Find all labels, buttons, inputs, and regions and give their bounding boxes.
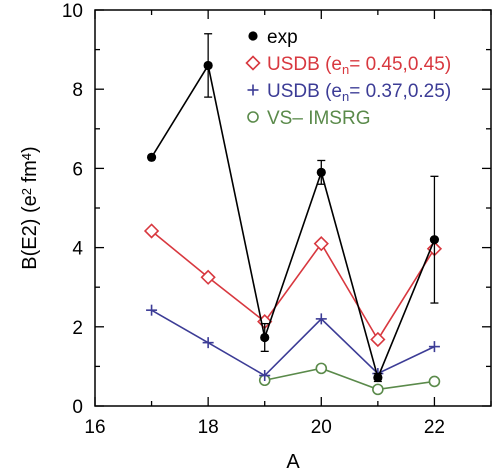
data-point xyxy=(315,362,328,375)
y-tick-label: 10 xyxy=(62,1,83,22)
data-point xyxy=(146,152,157,162)
series-line xyxy=(151,309,435,377)
data-point xyxy=(370,331,386,348)
data-point xyxy=(143,223,160,239)
legend-marker xyxy=(247,111,259,123)
data-point xyxy=(372,383,384,396)
x-tick-label: 20 xyxy=(311,417,332,438)
data-point xyxy=(428,341,440,353)
y-tick-label: 4 xyxy=(72,239,83,260)
legend-entry-1: USDB (en= 0.45,0.45) xyxy=(245,54,451,77)
legend-entry-3: VS– IMSRG xyxy=(247,108,370,129)
legend-marker xyxy=(247,84,259,96)
data-point xyxy=(316,167,326,177)
legend-marker xyxy=(245,55,261,71)
legend-label: exp xyxy=(267,27,298,48)
series-line xyxy=(151,230,436,342)
y-tick-label: 0 xyxy=(72,397,83,418)
x-tick-label: 18 xyxy=(198,417,219,438)
series-1 xyxy=(143,223,443,348)
series-0 xyxy=(146,33,440,383)
plot-area xyxy=(143,33,443,396)
data-point xyxy=(315,313,327,325)
series-line xyxy=(264,367,435,391)
series-3 xyxy=(258,362,441,396)
legend-entry-0: exp xyxy=(248,27,298,48)
data-point xyxy=(202,337,214,349)
series-2 xyxy=(146,304,440,382)
legend-entry-2: USDB (en= 0.37,0.25) xyxy=(247,81,451,104)
y-tick-label: 8 xyxy=(72,80,83,101)
x-axis-title: A xyxy=(286,451,300,473)
legend-label: USDB (en= 0.37,0.25) xyxy=(267,81,451,104)
data-point xyxy=(429,235,440,245)
series-line xyxy=(150,63,436,380)
legend-label: USDB (en= 0.45,0.45) xyxy=(267,54,451,77)
x-tick-label: 16 xyxy=(84,417,105,438)
y-tick-label: 6 xyxy=(72,159,83,180)
data-point xyxy=(260,332,270,343)
data-point xyxy=(373,372,383,383)
x-tick-label: 22 xyxy=(424,417,445,438)
data-point xyxy=(203,60,213,71)
y-tick-label: 2 xyxy=(72,318,83,339)
axes: 16 18 20 22 0 2 4 6 8 10 xyxy=(62,1,492,438)
legend-label: VS– IMSRG xyxy=(267,108,370,129)
data-point xyxy=(146,304,158,316)
legend: exp USDB (en= 0.45,0.45) USDB (en= 0.37,0.… xyxy=(245,27,451,129)
y-axis-title: B(E2) (e2 fm4) xyxy=(19,146,41,269)
data-point xyxy=(428,375,441,388)
data-point xyxy=(259,370,271,382)
data-point xyxy=(200,269,216,285)
data-point xyxy=(313,236,329,252)
legend-marker xyxy=(248,31,258,41)
